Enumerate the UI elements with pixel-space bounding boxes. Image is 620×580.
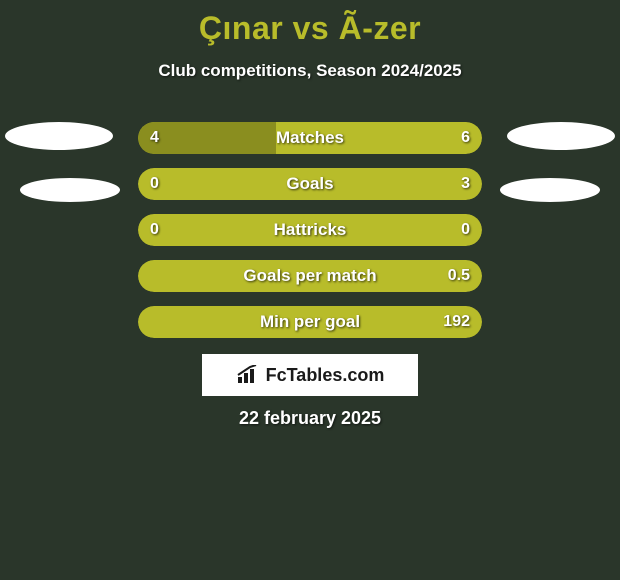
bar-label: Hattricks xyxy=(138,220,482,240)
player-ellipse-2a xyxy=(507,122,615,150)
player-ellipse-2b xyxy=(500,178,600,202)
page-title: Çınar vs Ã-zer xyxy=(0,0,620,47)
logo-box: FcTables.com xyxy=(202,354,418,396)
bar-row: 0 Goals 3 xyxy=(138,168,482,200)
bar-row: Min per goal 192 xyxy=(138,306,482,338)
bar-value-right: 192 xyxy=(443,313,470,331)
bar-label: Goals per match xyxy=(138,266,482,286)
date-line: 22 february 2025 xyxy=(0,408,620,429)
chart-icon xyxy=(236,365,260,385)
bar-row: 4 Matches 6 xyxy=(138,122,482,154)
bar-row: 0 Hattricks 0 xyxy=(138,214,482,246)
bar-label: Matches xyxy=(138,128,482,148)
bar-value-right: 0 xyxy=(461,221,470,239)
bar-value-right: 6 xyxy=(461,129,470,147)
player-ellipse-1b xyxy=(20,178,120,202)
bar-label: Goals xyxy=(138,174,482,194)
bar-row: Goals per match 0.5 xyxy=(138,260,482,292)
bar-value-right: 3 xyxy=(461,175,470,193)
player-ellipse-1a xyxy=(5,122,113,150)
subtitle: Club competitions, Season 2024/2025 xyxy=(0,61,620,81)
bar-value-right: 0.5 xyxy=(448,267,470,285)
logo-text: FcTables.com xyxy=(266,365,385,386)
stats-bars: 4 Matches 6 0 Goals 3 0 Hattricks 0 Goal… xyxy=(138,122,482,352)
bar-label: Min per goal xyxy=(138,312,482,332)
